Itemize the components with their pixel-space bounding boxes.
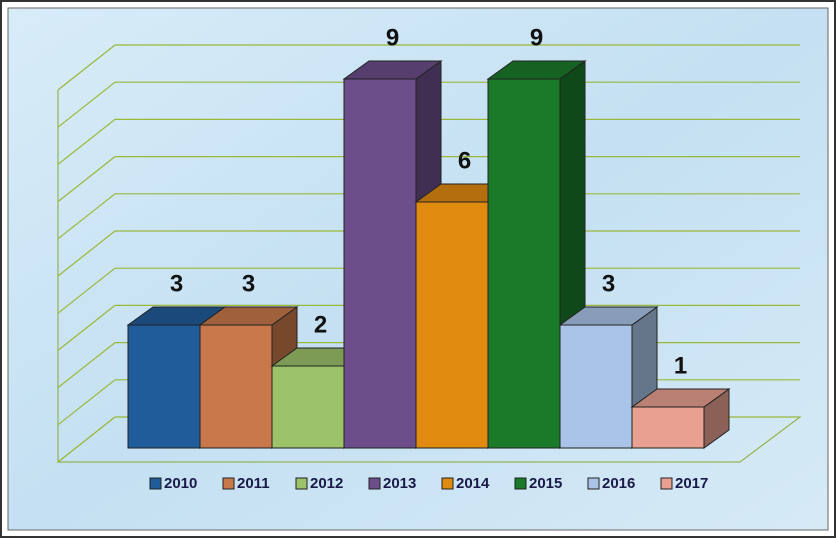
legend-label: 2013 [383, 475, 416, 492]
legend-swatch [441, 477, 454, 490]
bar [127, 324, 201, 449]
legend-label: 2011 [237, 475, 270, 492]
legend-swatch [368, 477, 381, 490]
legend-label: 2015 [529, 475, 562, 492]
bar [271, 365, 345, 449]
bar [343, 78, 417, 449]
data-label: 3 [242, 270, 255, 297]
bar [487, 78, 561, 449]
data-label: 9 [386, 24, 399, 51]
data-label: 6 [458, 147, 471, 174]
data-label: 1 [674, 352, 687, 379]
legend-swatch [587, 477, 600, 490]
legend-swatch [660, 477, 673, 490]
legend-swatch [222, 477, 235, 490]
data-label: 3 [170, 270, 183, 297]
legend-label: 2017 [675, 475, 708, 492]
grid-line [57, 44, 800, 91]
bar [199, 324, 273, 449]
data-label: 2 [314, 311, 327, 338]
legend-label: 2014 [456, 475, 490, 492]
data-label: 3 [602, 270, 615, 297]
legend-label: 2016 [602, 475, 635, 492]
legend-label: 2010 [164, 475, 197, 492]
legend-swatch [295, 477, 308, 490]
legend-swatch [514, 477, 527, 490]
bar [559, 324, 633, 449]
bar [415, 201, 489, 449]
bar [631, 406, 705, 449]
legend-label: 2012 [310, 475, 343, 492]
data-label: 9 [530, 24, 543, 51]
legend-swatch [149, 477, 162, 490]
